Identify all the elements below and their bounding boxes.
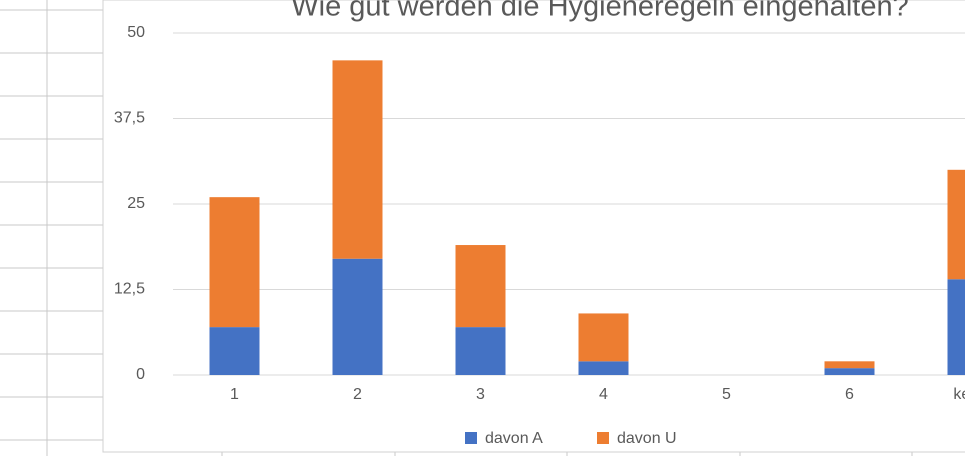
bar-segment [947,169,965,280]
bar-segment [209,197,260,328]
x-tick-label: 6 [845,386,854,403]
y-tick-label: 12,5 [114,281,145,298]
y-tick-label: 37,5 [114,110,145,127]
bar-segment [947,279,965,375]
plot: 0 12,5 25 37,5 50 1 2 3 4 5 6 keine davon A davon U [114,24,965,447]
y-tick-label: 0 [136,366,145,383]
bar-segment [332,60,383,259]
legend-swatch [597,432,609,444]
sheet-cells [0,0,103,456]
legend-label: davon U [617,430,677,447]
x-tick-label: 2 [353,386,362,403]
bar-segment [209,327,260,375]
bar-segment [578,313,629,362]
x-tick-label: 4 [599,386,608,403]
x-tick-label: keine [953,386,965,403]
x-tick-label: 3 [476,386,485,403]
bar-segment [824,368,875,375]
bar-segment [332,258,383,375]
legend-label: davon A [485,430,543,447]
chart-title: Wie gut werden die Hygieneregeln eingeha… [291,0,908,23]
bar-segment [455,245,506,328]
y-tick-label: 50 [127,24,145,41]
spreadsheet-grid [0,0,913,456]
x-tick-label: 5 [722,386,731,403]
y-tick-label: 25 [127,195,145,212]
bar-segment [824,361,875,369]
x-tick-label: 1 [230,386,239,403]
bar-segment [578,361,629,375]
bar-segment [455,327,506,375]
legend-swatch [465,432,477,444]
